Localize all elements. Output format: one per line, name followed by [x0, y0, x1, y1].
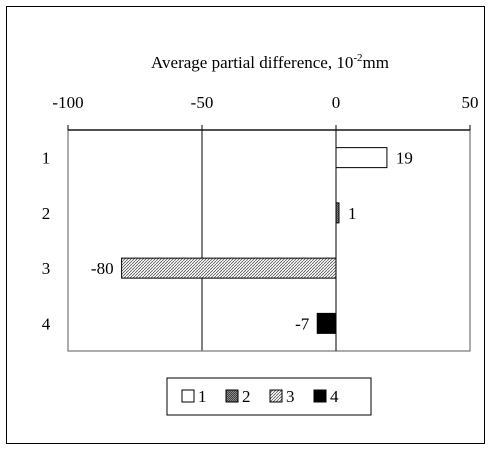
x-tick-label-3: 50	[462, 93, 479, 112]
legend: 1 2 3 4	[166, 377, 372, 416]
data-label-1: 19	[396, 149, 413, 168]
legend-swatch-4	[313, 389, 327, 403]
legend-label-1: 1	[198, 387, 207, 406]
data-label-2: 1	[348, 204, 357, 223]
y-axis-labels: 1 2 3 4	[42, 149, 51, 334]
bars	[121, 130, 388, 351]
x-tick-label-2: 0	[332, 93, 341, 112]
data-label-3: -80	[91, 259, 114, 278]
legend-swatch-2	[225, 389, 239, 403]
bar-1	[335, 147, 388, 169]
category-label-1: 1	[42, 149, 51, 168]
data-label-4: -7	[295, 314, 310, 333]
category-label-4: 4	[42, 314, 51, 333]
bar-3	[121, 257, 337, 279]
legend-swatch-1	[181, 389, 195, 403]
x-tick-label-0: -100	[52, 93, 83, 112]
x-tick-label-1: -50	[191, 93, 214, 112]
legend-swatch-3	[269, 389, 283, 403]
x-axis: -100 -50 0 50	[52, 93, 479, 131]
category-label-3: 3	[42, 259, 51, 278]
bar-4	[316, 312, 337, 334]
gridlines	[201, 130, 337, 351]
data-labels: 19 1 -80 -7	[91, 149, 413, 334]
chart-frame	[6, 6, 485, 444]
legend-label-3: 3	[286, 387, 295, 406]
category-label-2: 2	[42, 204, 51, 223]
chart-title: Average partial difference, 10-2mm	[151, 52, 389, 72]
legend-box	[166, 377, 372, 416]
legend-label-2: 2	[242, 387, 251, 406]
legend-label-4: 4	[330, 387, 339, 406]
